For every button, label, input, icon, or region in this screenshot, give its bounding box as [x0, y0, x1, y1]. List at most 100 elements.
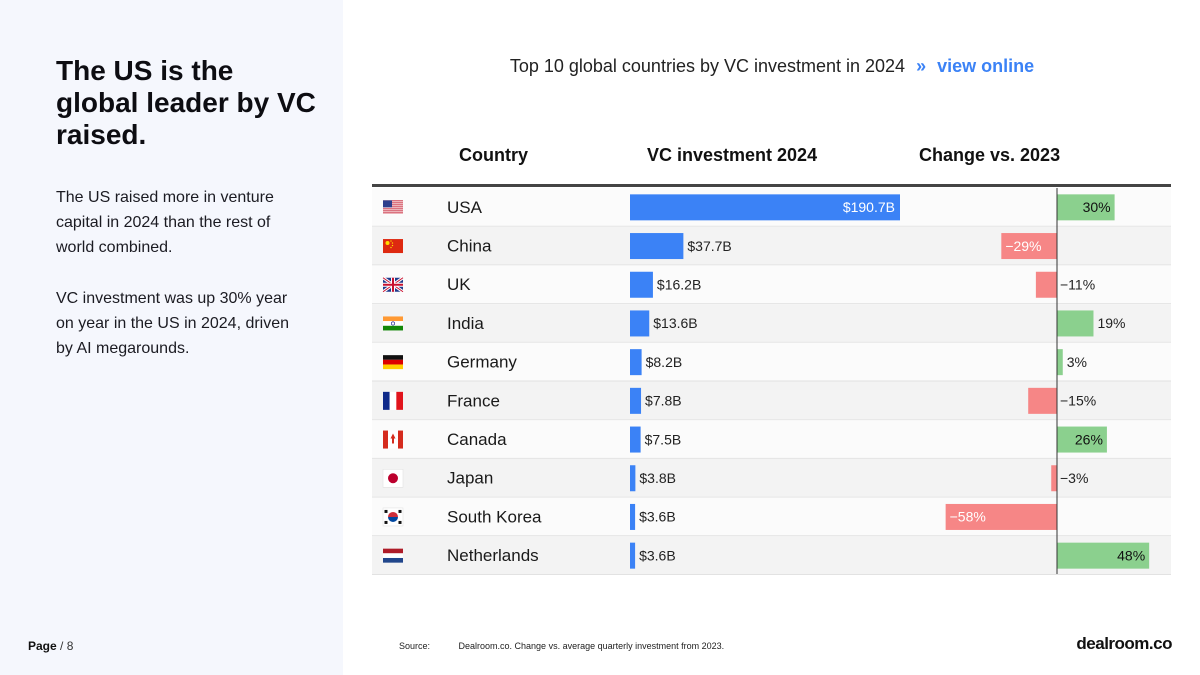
flag-trigram: [384, 509, 388, 513]
flag-star: [391, 244, 394, 247]
row-background: [372, 342, 1171, 381]
vc-bar: [630, 233, 684, 260]
uk-flag-icon: [382, 276, 404, 293]
vc-bar: [630, 194, 900, 221]
flag-chakra: [391, 321, 395, 326]
canada-flag-icon: [383, 430, 403, 449]
header-divider: [372, 184, 1171, 187]
flag-stripe: [383, 208, 403, 210]
change-bar: [1057, 194, 1115, 221]
flag-bg: [383, 239, 403, 254]
row-background: [372, 304, 1171, 342]
change-value-label: −11%: [1060, 276, 1095, 292]
flag-stripe: [383, 212, 403, 214]
flag-band: [383, 430, 388, 449]
table-row: USA $190.7B 30%: [372, 188, 1171, 227]
flag-stripe: [383, 200, 403, 202]
page-label: Page: [28, 639, 57, 653]
column-header-vc: VC investment 2024: [647, 145, 818, 165]
view-online-link[interactable]: view online: [937, 56, 1035, 76]
vc-bar: [630, 503, 636, 530]
flag-band: [383, 548, 403, 554]
flag-band: [396, 391, 403, 410]
flag-star: [390, 240, 392, 242]
flag-taeguk: [388, 516, 398, 522]
india-flag-icon: [383, 316, 403, 331]
japan-flag-icon: [382, 469, 404, 488]
table-row: South Korea $3.6B −58%: [372, 497, 1171, 537]
change-bar: [1028, 387, 1057, 414]
table-row: Germany $8.2B 3%: [372, 342, 1171, 382]
vc-value-label: $37.7B: [687, 238, 731, 254]
table-row: Japan $3.8B −3%: [372, 458, 1171, 498]
country-name: UK: [447, 275, 471, 294]
vc-bar: [630, 426, 641, 453]
flag-taeguk: [388, 511, 398, 517]
flag-band: [383, 359, 403, 365]
change-value-label: −3%: [1060, 470, 1088, 486]
vc-value-label: $7.8B: [645, 393, 682, 409]
source-note: Source: Dealroom.co. Change vs. average …: [399, 641, 724, 651]
summary-paragraph-2: VC investment was up 30% year on year in…: [56, 290, 290, 357]
change-bar: [1035, 271, 1057, 298]
flag-band: [383, 355, 403, 360]
table-row: UK $16.2B −11%: [372, 265, 1171, 305]
page-headline: The US is the global leader by VC raised…: [56, 55, 316, 150]
row-background: [372, 536, 1171, 574]
country-name: South Korea: [447, 507, 542, 526]
change-value-label: 30%: [1083, 199, 1111, 215]
chevron-right-icon: »: [916, 56, 927, 76]
change-value-label: 19%: [1097, 315, 1125, 331]
flag-band: [383, 325, 403, 331]
change-value-label: −58%: [950, 509, 986, 525]
change-bar: [1057, 542, 1150, 569]
vc-bar: [630, 465, 636, 492]
change-bar: [945, 503, 1057, 530]
flag-cross: [383, 283, 403, 286]
flag-band: [383, 391, 390, 410]
row-background: [372, 458, 1171, 497]
flag-trigram: [398, 520, 402, 524]
change-value-label: 48%: [1117, 547, 1145, 563]
chart-title: Top 10 global countries by VC investment…: [400, 56, 1144, 77]
vc-value-label: $3.6B: [639, 509, 676, 525]
change-value-label: −29%: [1005, 238, 1041, 254]
country-name: France: [447, 391, 500, 410]
country-name: USA: [447, 198, 483, 217]
flag-trigram: [398, 509, 402, 513]
column-header-change: Change vs. 2023: [919, 145, 1061, 165]
table-row: China $37.7B −29%: [372, 226, 1171, 266]
table-row: India $13.6B 19%: [372, 304, 1171, 343]
dealroom-logo: dealroom.co: [1076, 634, 1172, 653]
germany-flag-icon: [383, 355, 403, 370]
flag-band: [398, 430, 403, 449]
flag-sun: [388, 473, 398, 484]
country-name: India: [447, 314, 484, 333]
flag-band: [383, 316, 403, 322]
south-korea-flag-icon: [382, 507, 404, 527]
page-number: / 8: [60, 639, 74, 653]
change-bar: [1001, 233, 1057, 260]
flag-stripe: [383, 204, 403, 206]
change-bar: [1057, 426, 1107, 453]
flag-leaf: [390, 433, 396, 444]
vc-value-label: $7.5B: [645, 431, 682, 447]
summary-paragraph-1: The US raised more in venture capital in…: [56, 189, 274, 256]
country-name: Japan: [447, 469, 493, 488]
flag-band: [383, 364, 403, 370]
vc-value-label: $3.8B: [639, 470, 676, 486]
netherlands-flag-icon: [383, 548, 403, 563]
change-value-label: 26%: [1075, 431, 1103, 447]
france-flag-icon: [383, 391, 403, 410]
vc-bar: [630, 349, 642, 376]
change-bar: [1057, 349, 1063, 376]
column-header-country: Country: [459, 145, 528, 165]
source-label: Source:: [399, 641, 431, 651]
flag-band: [383, 321, 403, 326]
table-row: Canada $7.5B 26%: [372, 420, 1171, 459]
flag-band: [389, 391, 397, 410]
vc-value-label: $8.2B: [646, 354, 683, 370]
row-background: [372, 420, 1171, 458]
flag-canton: [383, 200, 392, 208]
left-panel: The US is the global leader by VC raised…: [0, 0, 343, 675]
